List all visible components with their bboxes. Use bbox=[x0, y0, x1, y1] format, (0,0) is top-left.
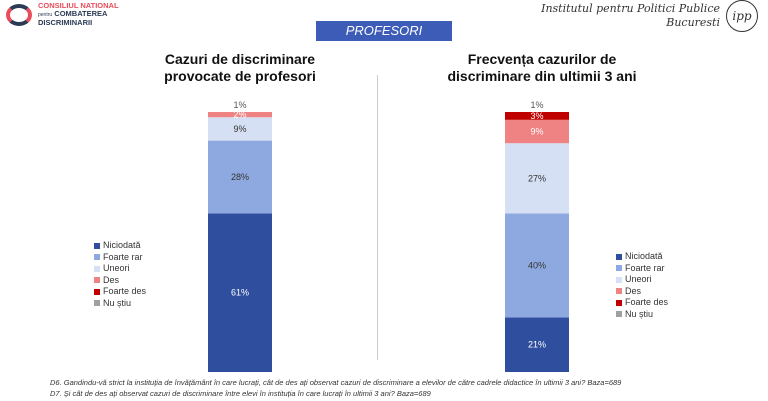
legend-item: Niciodată bbox=[616, 251, 668, 263]
legend-swatch bbox=[94, 242, 100, 249]
legend-label: Foarte rar bbox=[103, 251, 143, 262]
chart1-title-line2: provocate de profesori bbox=[164, 68, 316, 84]
logo-line3: DISCRIMINARII bbox=[38, 18, 93, 27]
data-label: 21% bbox=[528, 340, 546, 350]
data-label: 1% bbox=[530, 100, 543, 110]
divider bbox=[377, 75, 378, 360]
legend-label: Uneori bbox=[625, 274, 652, 284]
legend-item: Des bbox=[94, 275, 146, 287]
bar-segment-Niciodată bbox=[505, 317, 569, 372]
bar-segment-Niciodată bbox=[208, 213, 272, 372]
bar-segment-Uneori bbox=[505, 143, 569, 214]
legend-label: Uneori bbox=[103, 263, 130, 273]
bar-segment-Des bbox=[505, 119, 569, 144]
legend-swatch bbox=[94, 277, 100, 284]
bar-segment-Foarte rar bbox=[208, 140, 272, 214]
chart2-legend: Niciodată Foarte rar Uneori Des Foarte des Nu… bbox=[616, 251, 668, 320]
cncd-logo: CONSILIUL NATIONAL pentru COMBATEREA DIS… bbox=[6, 2, 119, 27]
legend-swatch bbox=[94, 254, 100, 261]
legend-label: Nu știu bbox=[625, 308, 654, 319]
legend-item: Nu știu bbox=[94, 298, 146, 310]
legend-item: Foarte des bbox=[94, 286, 146, 298]
data-label: 3% bbox=[530, 111, 543, 121]
chart2-title-line2: discriminare din ultimii 3 ani bbox=[447, 68, 637, 84]
legend-label: Des bbox=[103, 274, 120, 285]
section-banner: PROFESORI bbox=[316, 21, 452, 41]
legend-item: Uneori bbox=[94, 263, 146, 275]
legend-item: Niciodată bbox=[94, 240, 146, 252]
legend-item: Foarte rar bbox=[94, 252, 146, 264]
legend-item: Uneori bbox=[616, 274, 668, 286]
legend-swatch bbox=[94, 288, 100, 295]
data-label: 28% bbox=[231, 172, 249, 182]
bar-segment-Foarte des bbox=[505, 112, 569, 120]
ipp-line2: Bucuresti bbox=[666, 16, 720, 29]
chart1-title: Cazuri de discriminare provocate de profe… bbox=[130, 51, 350, 85]
legend-swatch bbox=[94, 300, 100, 307]
legend-swatch bbox=[616, 253, 622, 260]
data-label: 1% bbox=[233, 100, 246, 110]
logo-line1: CONSILIUL NATIONAL bbox=[38, 1, 119, 10]
legend-swatch bbox=[94, 265, 100, 272]
logo-line2: COMBATEREA bbox=[54, 9, 108, 18]
legend-item: Nu știu bbox=[616, 309, 668, 321]
cncd-logo-icon bbox=[6, 3, 32, 26]
legend-label: Des bbox=[625, 285, 642, 296]
chart2-title-line1: Frecvența cazurilor de bbox=[467, 51, 617, 67]
data-label: 40% bbox=[528, 260, 546, 270]
data-label: 2% bbox=[233, 110, 246, 120]
legend-label: Foarte rar bbox=[625, 262, 665, 273]
bar-segment-Des bbox=[208, 112, 272, 118]
data-label: 61% bbox=[231, 288, 249, 298]
ipp-logo: Institutul pentru Politici Publice Bucure… bbox=[541, 0, 758, 32]
footnote-d7: D7. Și cât de des ați observat cazuri de… bbox=[50, 389, 431, 398]
legend-label: Niciodată bbox=[625, 251, 663, 261]
legend-label: Niciodată bbox=[103, 240, 141, 250]
legend-swatch bbox=[616, 299, 622, 306]
data-label: 9% bbox=[233, 124, 246, 134]
ipp-line1: Institutul pentru Politici Publice bbox=[541, 2, 720, 15]
legend-swatch bbox=[616, 288, 622, 295]
legend-swatch bbox=[616, 311, 622, 318]
logo-small: pentru bbox=[38, 12, 53, 18]
data-label: 9% bbox=[530, 127, 543, 137]
legend-item: Foarte rar bbox=[616, 263, 668, 275]
data-label: 27% bbox=[528, 173, 546, 183]
legend-label: Foarte des bbox=[625, 297, 669, 307]
legend-label: Foarte des bbox=[103, 286, 147, 296]
footnotes: D6. Gandindu-vă strict la instituția de … bbox=[50, 377, 621, 399]
bar-segment-Uneori bbox=[208, 117, 272, 141]
legend-item: Foarte des bbox=[616, 297, 668, 309]
legend-item: Des bbox=[616, 286, 668, 298]
legend-swatch bbox=[616, 265, 622, 272]
chart2-title: Frecvența cazurilor de discriminare din u… bbox=[432, 51, 652, 85]
chart1-legend: Niciodată Foarte rar Uneori Des Foarte des Nu… bbox=[94, 240, 146, 309]
footnote-d6: D6. Gandindu-vă strict la instituția de … bbox=[50, 378, 622, 387]
ipp-logo-icon: ipp bbox=[726, 0, 758, 32]
bar-segment-Foarte rar bbox=[505, 213, 569, 318]
legend-swatch bbox=[616, 276, 622, 283]
chart1-title-line1: Cazuri de discriminare bbox=[164, 51, 316, 67]
legend-label: Nu știu bbox=[103, 297, 132, 308]
